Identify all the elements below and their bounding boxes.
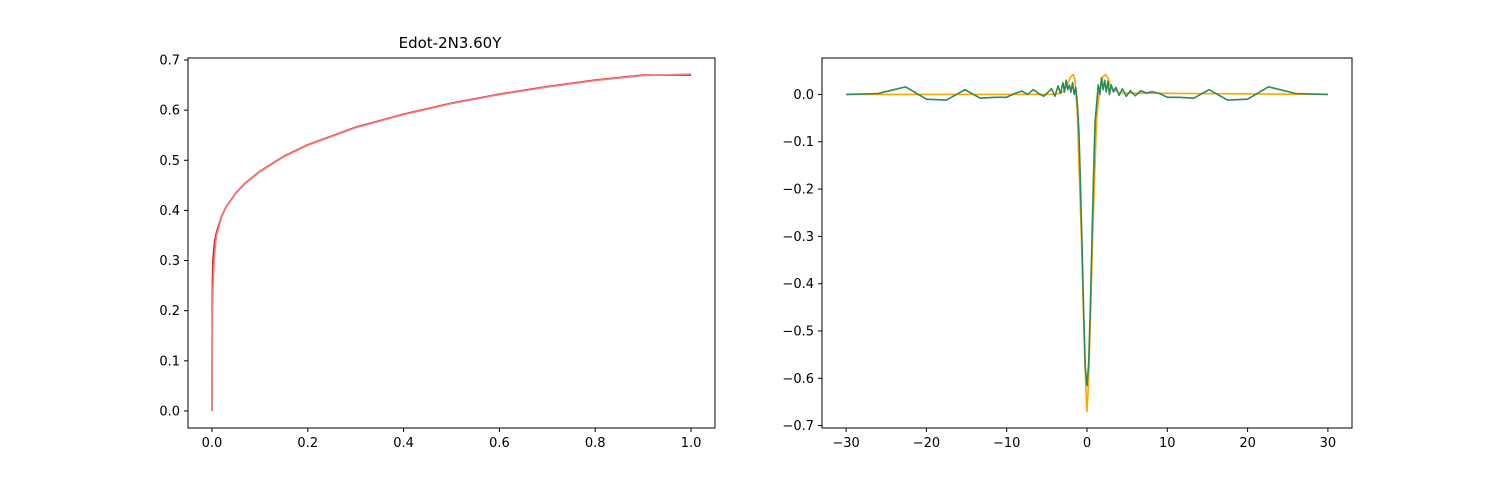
left-y-tick-label-3: 0.3 <box>159 254 180 269</box>
right-y-tick-label-1: −0.1 <box>782 135 814 150</box>
right-chart: −30 −20 −10 0 10 20 30 0.0 −0.1 −0.2 −0.3 −0.4 −0.5 −… <box>782 57 1353 451</box>
left-y-tick-label-6: 0.6 <box>159 104 180 119</box>
left-x-tick-label-5: 1.0 <box>681 436 702 451</box>
left-series-layer <box>211 73 692 411</box>
left-y-tick-label-5: 0.5 <box>159 154 180 169</box>
left-y-tick-label-1: 0.1 <box>159 354 180 369</box>
right-x-tick-label-2: −10 <box>993 436 1020 451</box>
right-y-tick-label-2: −0.2 <box>782 183 814 198</box>
right-x-tick-label-3: 0 <box>1083 436 1091 451</box>
right-x-tick-label-5: 20 <box>1239 436 1256 451</box>
left-x-tick-label-3: 0.6 <box>489 436 510 451</box>
right-x-tick-label-4: 10 <box>1159 436 1176 451</box>
left-chart-title: Edot-2N3.60Y <box>399 34 503 52</box>
left-axes-frame <box>187 57 716 429</box>
left-y-tick-label-0: 0.0 <box>159 404 180 419</box>
left-x-tick-label-2: 0.4 <box>393 436 414 451</box>
left-ticks-layer: 0.0 0.2 0.4 0.6 0.8 1.0 0.0 0.1 0.2 0.3 0.4 0.5 0.6 0… <box>159 54 701 451</box>
left-x-tick-label-0: 0.0 <box>202 436 223 451</box>
right-x-tick-label-6: 30 <box>1320 436 1337 451</box>
left-y-tick-label-4: 0.4 <box>159 204 180 219</box>
left-series-line-1 <box>211 73 692 411</box>
right-x-tick-label-0: −30 <box>832 436 859 451</box>
right-y-tick-label-7: −0.7 <box>782 419 814 434</box>
left-x-tick-label-4: 0.8 <box>585 436 606 451</box>
left-x-tick-label-1: 0.2 <box>297 436 318 451</box>
right-y-tick-label-5: −0.5 <box>782 325 814 340</box>
right-x-tick-label-1: −20 <box>913 436 940 451</box>
right-axes-frame <box>821 57 1353 429</box>
left-chart: Edot-2N3.60Y 0.0 0.2 0.4 0.6 0.8 1.0 0.0 0.1 0.2… <box>159 34 716 451</box>
right-ticks-layer: −30 −20 −10 0 10 20 30 0.0 −0.1 −0.2 −0.3 −0.4 −0.5 −… <box>782 88 1336 451</box>
right-series-layer <box>846 73 1328 413</box>
right-series-line-0 <box>846 73 1328 413</box>
right-y-tick-label-6: −0.6 <box>782 372 814 387</box>
left-y-tick-label-2: 0.2 <box>159 304 180 319</box>
right-y-tick-label-3: −0.3 <box>782 230 814 245</box>
right-series-line-1 <box>846 77 1328 387</box>
right-y-tick-label-4: −0.4 <box>782 277 814 292</box>
right-y-tick-label-0: 0.0 <box>793 88 814 103</box>
left-y-tick-label-7: 0.7 <box>159 54 180 69</box>
